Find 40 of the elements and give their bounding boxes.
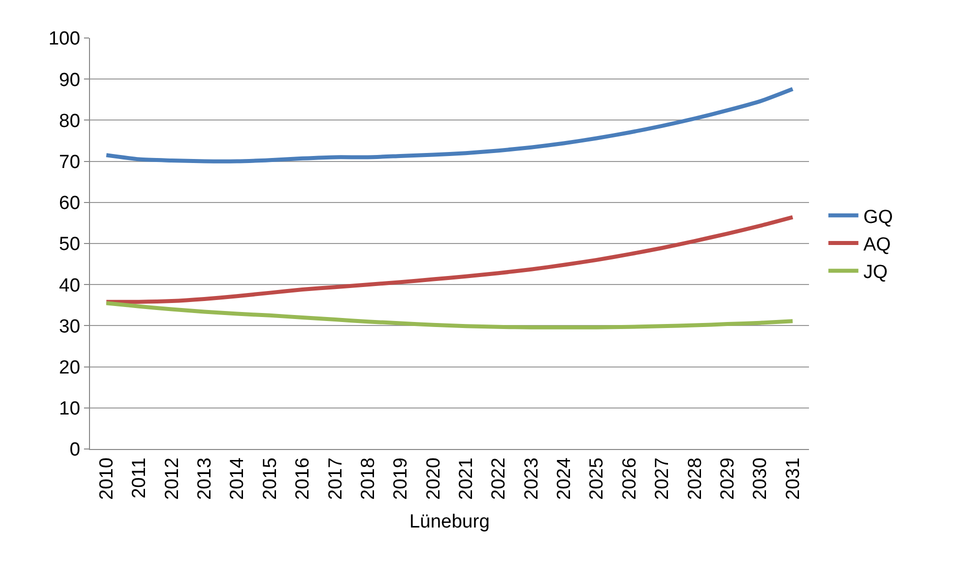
legend-label: AQ — [863, 234, 891, 256]
x-tick-label: 2012 — [162, 458, 183, 500]
y-tick-label: 80 — [59, 110, 80, 132]
x-tick-label: 2014 — [227, 457, 248, 500]
x-tick-label: 2010 — [96, 458, 118, 500]
x-tick-label: 2028 — [684, 458, 706, 500]
x-tick-label: 2031 — [782, 458, 804, 500]
x-tick-label: 2026 — [619, 458, 640, 500]
legend-label: JQ — [863, 262, 888, 284]
x-tick-label: 2019 — [390, 458, 412, 500]
x-tick-label: 2016 — [292, 458, 314, 500]
x-tick-label: 2025 — [586, 458, 608, 500]
line-series — [104, 215, 795, 304]
y-tick-label: 60 — [59, 193, 80, 214]
x-tick-label: 2021 — [456, 458, 478, 500]
x-tick-label: 2018 — [358, 458, 379, 500]
x-tick-label: 2011 — [129, 458, 150, 498]
line-series — [104, 86, 795, 164]
x-tick-label: 2029 — [717, 458, 738, 500]
line-series — [104, 301, 795, 330]
x-tick-label: 2022 — [488, 458, 510, 500]
x-tick-label: 2013 — [194, 458, 216, 500]
x-tick-label: 2023 — [521, 458, 542, 500]
x-tick-label: 2024 — [554, 457, 576, 500]
x-tick-label: 2020 — [423, 458, 444, 500]
y-tick-label: 50 — [59, 234, 80, 256]
x-tick-label: 2027 — [652, 458, 674, 500]
y-tick-label: 40 — [59, 275, 80, 296]
y-tick-label: 100 — [48, 28, 80, 50]
y-tick-label: 90 — [59, 70, 80, 91]
x-tick-label: 2017 — [325, 458, 346, 500]
y-tick-label: 20 — [59, 357, 80, 378]
y-tick-label: 0 — [70, 440, 80, 461]
x-tick-label: 2015 — [260, 458, 281, 500]
x-axis-title: Lüneburg — [409, 512, 490, 533]
y-tick-label: 30 — [59, 316, 80, 338]
y-tick-label: 70 — [59, 152, 80, 173]
x-tick-label: 2030 — [750, 458, 772, 500]
legend-label: GQ — [863, 206, 893, 228]
y-tick-label: 10 — [59, 398, 80, 420]
